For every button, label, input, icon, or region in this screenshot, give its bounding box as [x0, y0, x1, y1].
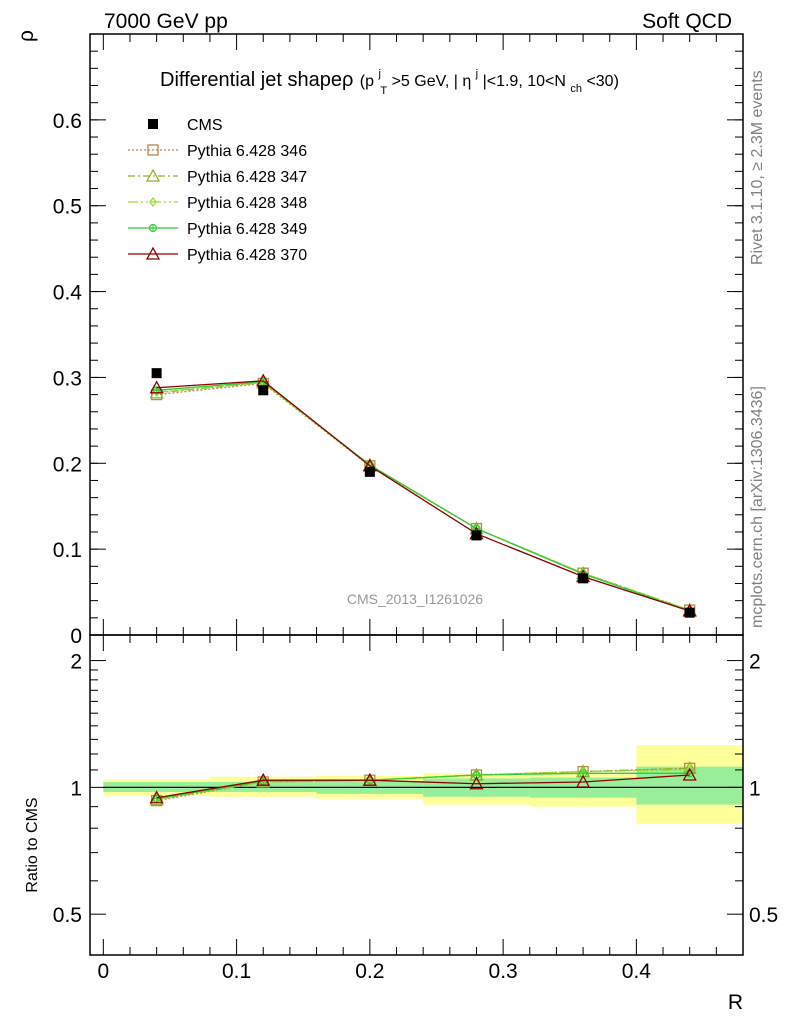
legend-marker-shape	[149, 197, 157, 207]
legend-marker-shape	[148, 119, 158, 129]
legend-marker	[145, 168, 161, 182]
ratio-series-line	[156, 769, 690, 800]
legend-label: CMS	[187, 117, 223, 134]
data-point-shape	[258, 385, 269, 396]
ratio-data-point	[575, 774, 591, 788]
ratio-series-line	[156, 774, 690, 799]
ratio-series-layer	[149, 760, 697, 807]
legend-marker-shape	[145, 168, 161, 182]
ratio-xtick-label: 0.4	[622, 960, 652, 983]
legend-label: Pythia 6.428 348	[187, 195, 307, 212]
mcplots-label: mcplots.cern.ch [arXiv:1306.3436]	[749, 386, 766, 628]
legend-label: Pythia 6.428 349	[187, 221, 307, 238]
legend-entry: Pythia 6.428 349	[128, 221, 307, 238]
main-ytick-label: 0.5	[53, 196, 82, 219]
analysis-watermark: CMS_2013_I1261026	[347, 591, 483, 607]
data-point-shape	[471, 530, 482, 541]
series-line	[156, 380, 690, 612]
data-point	[151, 368, 162, 379]
ratio-series-line	[156, 772, 690, 800]
legend-marker	[148, 119, 158, 129]
ratio-data-point-shape	[362, 772, 377, 786]
ratio-xlabel: R	[728, 991, 743, 1014]
data-point-shape	[364, 466, 375, 477]
data-point-shape	[151, 368, 162, 379]
data-point	[258, 385, 269, 396]
ratio-xtick-label: 0.2	[355, 960, 384, 983]
ratio-data-point	[256, 772, 271, 786]
ratio-data-point-shape	[149, 790, 164, 804]
data-point	[578, 573, 589, 584]
legend-label: Pythia 6.428 346	[187, 143, 307, 160]
series-4	[152, 377, 694, 616]
ratio-xtick-label: 0.1	[222, 960, 251, 983]
legend-entry: Pythia 6.428 370	[128, 246, 307, 264]
legend-entry: CMS	[148, 117, 223, 134]
main-ytick-label: 0.3	[53, 367, 82, 390]
ratio-data-point	[469, 776, 484, 790]
main-ylabel: ρ	[15, 30, 38, 42]
ratio-ylabel: Ratio to CMS	[24, 797, 41, 892]
header-energy: 7000 GeV pp	[104, 10, 228, 33]
ratio-data-point	[682, 767, 697, 781]
ratio-data-point-shape	[469, 776, 484, 790]
ratio-ytick-label-right: 1	[749, 777, 761, 800]
ratio-ytick-label-right: 2	[749, 651, 761, 674]
ratio-data-point	[362, 772, 377, 786]
series-2	[149, 375, 697, 616]
data-point	[149, 380, 164, 394]
ratio-ytick-label: 2	[70, 651, 82, 674]
legend-entry: Pythia 6.428 348	[128, 195, 307, 212]
main-ytick-label: 0	[70, 625, 82, 648]
ratio-data-point	[149, 790, 164, 804]
ratio-data-point-shape	[575, 774, 591, 788]
data-point	[364, 466, 375, 477]
main-ytick-label: 0.1	[53, 539, 82, 562]
data-point	[471, 530, 482, 541]
legend-label: Pythia 6.428 347	[187, 169, 307, 186]
legend-marker	[148, 223, 158, 233]
legend-label: Pythia 6.428 370	[187, 247, 307, 264]
ratio-xtick-label: 0.3	[489, 960, 518, 983]
legend-entry: Pythia 6.428 347	[128, 168, 307, 186]
legend-marker-shape	[147, 144, 159, 156]
data-point-shape	[149, 380, 164, 394]
data-point-shape	[578, 573, 589, 584]
legend-marker-shape	[145, 246, 161, 260]
main-series-layer	[149, 368, 697, 618]
legend-marker	[147, 144, 159, 156]
header-process: Soft QCD	[642, 10, 732, 33]
series-0	[151, 368, 695, 618]
ratio-data-point-shape	[682, 767, 697, 781]
main-ytick-label: 0.4	[53, 282, 83, 305]
ratio-ytick-label-right: 0.5	[749, 904, 778, 927]
ratio-uncertainty-bands	[103, 745, 743, 824]
series-5	[149, 373, 697, 617]
ratio-series-4	[149, 767, 697, 804]
legend-marker	[145, 246, 161, 260]
legend: CMS Pythia 6.428 346 Pythia 6.428 347 Pythi…	[128, 117, 307, 264]
legend-entry: Pythia 6.428 346	[128, 143, 307, 160]
main-ytick-label: 0.6	[53, 110, 82, 133]
ratio-data-point-shape	[256, 772, 271, 786]
ratio-panel-frame	[89, 634, 744, 956]
plot-title: Differential jet shapeρ (p j T >5 GeV, |…	[160, 64, 619, 98]
main-ytick-label: 0.2	[53, 453, 82, 476]
ratio-xtick-label: 0	[97, 960, 109, 983]
ratio-ytick-label: 0.5	[53, 904, 82, 927]
series-line	[156, 381, 690, 612]
legend-marker	[149, 197, 157, 207]
data-point	[684, 607, 695, 618]
ratio-ytick-label: 1	[70, 777, 82, 800]
data-point-shape	[684, 607, 695, 618]
rivet-version-label: Rivet 3.1.10, ≥ 2.3M events	[749, 70, 766, 265]
